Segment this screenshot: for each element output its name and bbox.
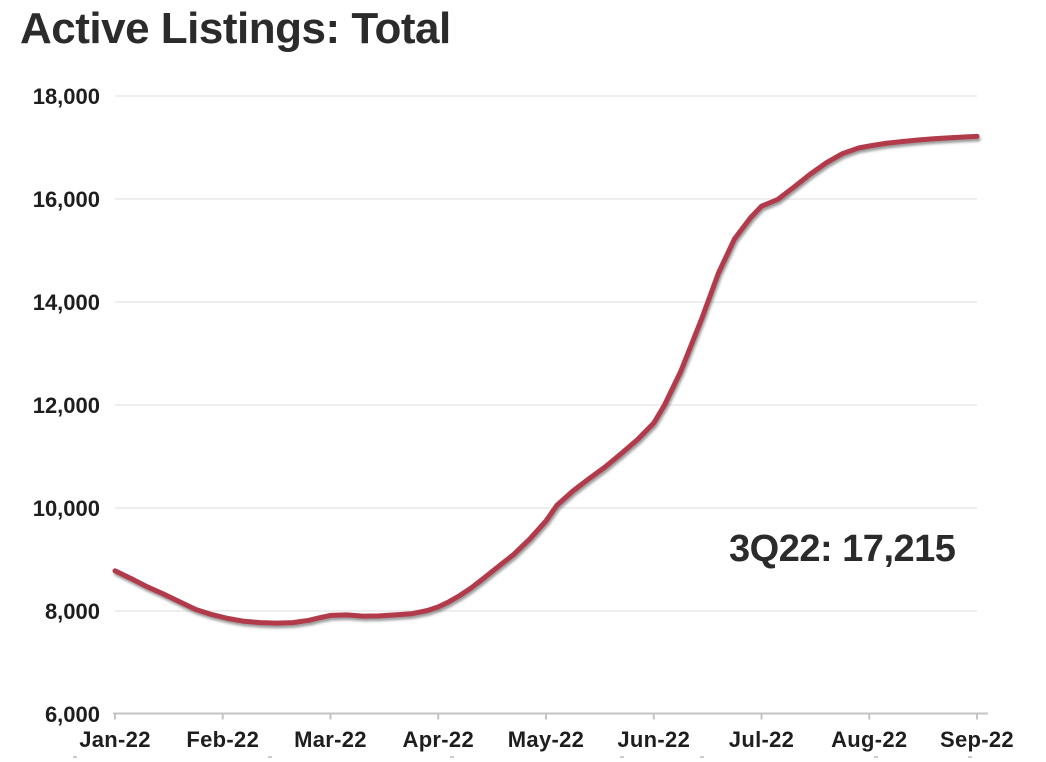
y-tick-label: 6,000 — [45, 702, 100, 727]
x-tick-label: May-22 — [508, 727, 584, 752]
y-tick-label: 8,000 — [45, 599, 100, 624]
annotation-latest-value: 3Q22: 17,215 — [729, 528, 956, 570]
y-tick-label: 16,000 — [33, 187, 100, 212]
gridlines-group — [115, 95, 977, 612]
cutoff-fragment — [968, 756, 972, 758]
cutoff-fragment — [268, 756, 272, 758]
cutoff-fragment — [620, 756, 624, 758]
x-tick-label: Feb-22 — [186, 727, 259, 752]
y-axis-labels-group: 6,000 8,000 10,000 12,000 14,000 16,000 18,000 — [33, 84, 100, 727]
cutoff-fragment — [73, 756, 77, 758]
y-tick-label: 10,000 — [33, 496, 100, 521]
x-tick-label: Aug-22 — [831, 727, 907, 752]
x-tick-label: Mar-22 — [294, 727, 367, 752]
y-tick-label: 18,000 — [33, 84, 100, 109]
cutoff-fragment — [874, 756, 878, 758]
y-tick-label: 14,000 — [33, 290, 100, 315]
series-group — [112, 133, 980, 626]
cutoff-text-fragments — [0, 755, 1046, 762]
x-tick-label: Jan-22 — [79, 727, 151, 752]
x-tick-label: Apr-22 — [403, 727, 475, 752]
cutoff-fragment — [450, 756, 454, 758]
series-line-active-listings — [112, 133, 980, 626]
y-tick-label: 12,000 — [33, 393, 100, 418]
x-axis-labels-group: Jan-22 Feb-22 Mar-22 Apr-22 May-22 Jun-22 Jul-… — [79, 727, 1014, 752]
x-axis-group — [113, 712, 988, 720]
x-tick-label: Jul-22 — [729, 727, 794, 752]
x-tick-label: Sep-22 — [940, 727, 1014, 752]
chart-title: Active Listings: Total — [20, 4, 451, 53]
x-tick-label: Jun-22 — [617, 727, 690, 752]
cutoff-fragment — [700, 756, 704, 758]
